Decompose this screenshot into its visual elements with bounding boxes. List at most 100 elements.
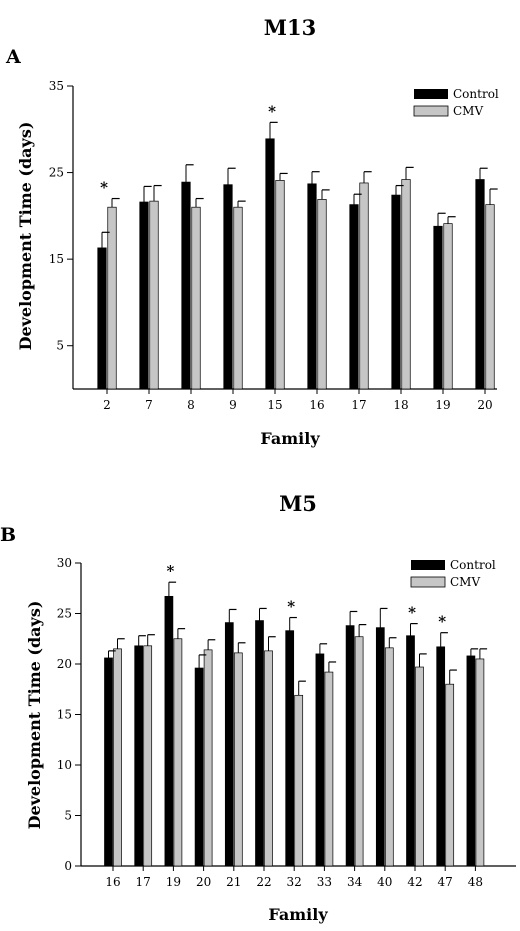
bar-control — [345, 625, 355, 867]
bar-control — [265, 138, 275, 390]
x-tick-label: 17 — [136, 875, 151, 889]
bar-cmv — [445, 683, 455, 867]
x-tick-label: 19 — [435, 398, 450, 412]
legend-swatch-cmv — [410, 576, 446, 588]
y-tick-label: 25 — [49, 166, 64, 180]
bar-control — [255, 620, 264, 867]
x-tick-label: 33 — [317, 875, 332, 889]
bar-cmv — [317, 199, 327, 390]
significance-marker: * — [100, 179, 108, 197]
bar-cmv — [401, 179, 411, 390]
legend-swatch-control — [414, 89, 448, 99]
bar-cmv — [233, 652, 243, 867]
panel-b-x-axis-title: Family — [268, 905, 328, 924]
panel-a-significance-markers: ** — [100, 102, 276, 196]
panel-a-legend: Control CMV — [413, 87, 499, 118]
x-tick-label: 7 — [145, 398, 153, 412]
panel-a-letter: A — [5, 46, 21, 68]
x-tick-label: 34 — [347, 875, 363, 889]
bar-control — [349, 204, 359, 390]
bar-cmv — [443, 223, 453, 390]
bar-control — [97, 247, 107, 390]
bar-cmv — [324, 671, 334, 867]
bar-control — [406, 635, 415, 867]
x-tick-label: 40 — [377, 875, 392, 889]
panel-b-significance-markers: * * * * — [166, 562, 446, 631]
legend-label-control: Control — [453, 87, 499, 101]
panel-b-y-axis-title: Development Time (days) — [25, 601, 44, 830]
bar-cmv — [143, 645, 153, 867]
bar-control — [375, 627, 385, 867]
x-tick-label: 8 — [187, 398, 195, 412]
bar-cmv — [233, 206, 243, 390]
bar-cmv — [359, 182, 369, 390]
x-tick-label: 17 — [351, 398, 366, 412]
y-tick-label: 20 — [57, 657, 72, 671]
bar-control — [315, 653, 325, 867]
bar-control — [475, 179, 485, 390]
y-tick-label: 15 — [49, 252, 64, 266]
panel-a-y-ticks: 5 15 25 35 — [49, 79, 73, 353]
bar-cmv — [203, 649, 213, 867]
bar-control — [104, 657, 113, 867]
bar-control — [139, 201, 149, 390]
panel-b-x-ticks: 16 17 19 20 21 22 32 33 34 40 42 47 48 — [105, 866, 483, 889]
x-tick-label: 16 — [105, 875, 120, 889]
legend-label-control: Control — [450, 558, 496, 572]
x-tick-label: 42 — [407, 875, 422, 889]
panel-b-bars — [104, 595, 485, 867]
panel-b-legend: Control CMV — [410, 558, 496, 589]
bar-cmv — [173, 638, 183, 867]
x-tick-label: 20 — [477, 398, 492, 412]
y-tick-label: 15 — [57, 708, 72, 722]
bar-cmv — [264, 650, 273, 867]
bar-cmv — [384, 647, 394, 867]
panel-a-title: M13 — [264, 15, 316, 40]
bar-control — [181, 181, 191, 390]
x-tick-label: 48 — [468, 875, 483, 889]
x-tick-label: 20 — [196, 875, 211, 889]
bar-control — [307, 183, 317, 390]
panel-a: M13 A Development Time (days) Family 5 15… — [5, 15, 499, 448]
bar-cmv — [294, 694, 304, 867]
bar-control — [164, 595, 174, 867]
x-tick-label: 2 — [103, 398, 111, 412]
bar-cmv — [107, 206, 117, 390]
panel-b-letter: B — [0, 524, 16, 546]
bar-cmv — [475, 658, 485, 867]
panel-b-y-ticks: 0 5 10 15 20 25 30 — [57, 556, 81, 873]
x-tick-label: 18 — [393, 398, 408, 412]
bar-cmv — [354, 636, 364, 867]
bar-control — [224, 622, 234, 867]
x-tick-label: 22 — [256, 875, 271, 889]
panel-b-title: M5 — [279, 491, 317, 516]
x-tick-label: 19 — [166, 875, 181, 889]
x-tick-label: 9 — [229, 398, 237, 412]
panel-b: M5 B Development Time (days) Family 0 5 10… — [0, 491, 516, 924]
legend-label-cmv: CMV — [450, 575, 480, 589]
panel-a-bars — [97, 138, 495, 390]
x-tick-label: 15 — [267, 398, 282, 412]
bar-cmv — [191, 206, 201, 390]
bar-cmv — [149, 200, 159, 390]
panel-a-error-bars — [101, 121, 498, 248]
x-tick-label: 21 — [226, 875, 241, 889]
significance-marker: * — [438, 613, 446, 631]
bar-control — [466, 655, 476, 867]
y-tick-label: 25 — [57, 607, 72, 621]
x-tick-label: 16 — [309, 398, 324, 412]
y-tick-label: 0 — [64, 859, 72, 873]
significance-marker: * — [268, 102, 276, 120]
y-tick-label: 10 — [57, 758, 72, 772]
y-tick-label: 5 — [64, 809, 72, 823]
significance-marker: * — [166, 562, 174, 580]
bar-cmv — [113, 648, 122, 867]
panel-a-y-axis-title: Development Time (days) — [16, 122, 35, 351]
bar-cmv — [415, 666, 424, 867]
bar-control — [391, 194, 401, 390]
bar-control — [436, 646, 446, 867]
y-tick-label: 5 — [56, 339, 64, 353]
y-tick-label: 30 — [57, 556, 72, 570]
x-tick-label: 47 — [438, 875, 453, 889]
